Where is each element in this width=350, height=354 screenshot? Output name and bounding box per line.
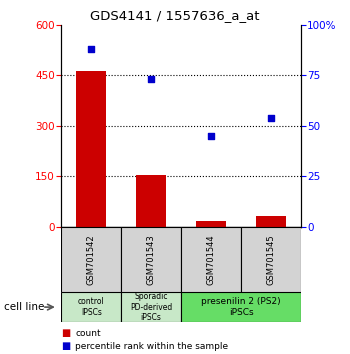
Text: GSM701544: GSM701544 — [206, 234, 216, 285]
Bar — [241, 227, 301, 292]
Text: GSM701545: GSM701545 — [267, 234, 275, 285]
Point — [148, 76, 154, 82]
Text: ■: ■ — [61, 329, 70, 338]
Point — [89, 46, 94, 52]
Text: presenilin 2 (PS2)
iPSCs: presenilin 2 (PS2) iPSCs — [201, 297, 281, 317]
Bar — [256, 216, 286, 227]
Bar — [136, 176, 166, 227]
Text: GSM701542: GSM701542 — [87, 234, 96, 285]
Bar — [181, 227, 241, 292]
Text: GDS4141 / 1557636_a_at: GDS4141 / 1557636_a_at — [90, 9, 260, 22]
Point — [208, 133, 214, 138]
Point — [268, 115, 274, 120]
Text: cell line: cell line — [4, 302, 44, 312]
Text: percentile rank within the sample: percentile rank within the sample — [75, 342, 228, 351]
Bar — [181, 292, 301, 322]
Bar — [121, 227, 181, 292]
Text: Sporadic
PD-derived
iPSCs: Sporadic PD-derived iPSCs — [130, 292, 172, 322]
Bar — [61, 227, 121, 292]
Text: GSM701543: GSM701543 — [147, 234, 156, 285]
Bar — [196, 221, 226, 227]
Bar — [76, 71, 106, 227]
Text: count: count — [75, 329, 101, 338]
Bar — [61, 292, 121, 322]
Text: ■: ■ — [61, 341, 70, 351]
Text: control
IPSCs: control IPSCs — [78, 297, 105, 317]
Bar — [121, 292, 181, 322]
